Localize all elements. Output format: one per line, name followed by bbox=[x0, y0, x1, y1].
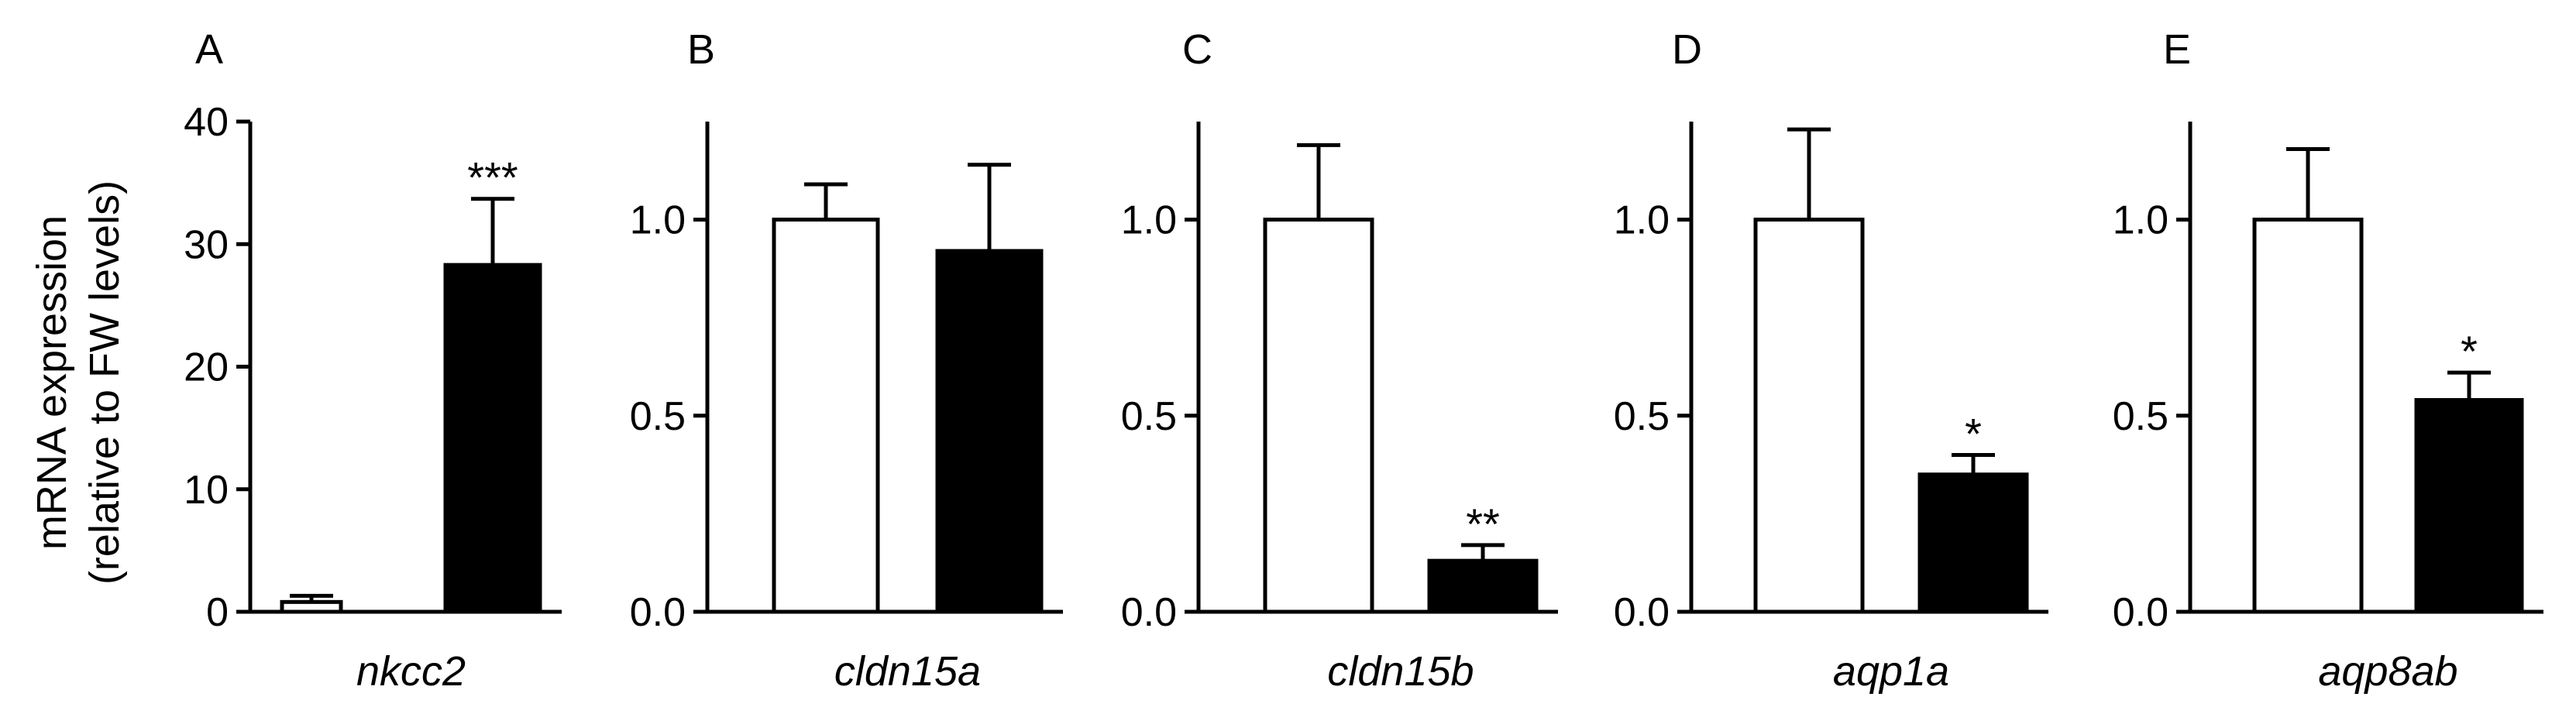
x-axis-label: aqp1a bbox=[1833, 648, 1949, 695]
x-axis-label: aqp8ab bbox=[2318, 648, 2457, 695]
y-tick-label: 1.0 bbox=[1614, 198, 1670, 243]
panel-letter: B bbox=[687, 26, 715, 73]
significance-marker: * bbox=[2461, 327, 2478, 376]
y-tick-label: 1.0 bbox=[2113, 198, 2168, 243]
bar-control bbox=[1753, 218, 1865, 614]
bar-treatment bbox=[2414, 398, 2524, 614]
bar-control bbox=[280, 599, 343, 614]
panel-letter: A bbox=[195, 26, 223, 73]
chart-panel-c: C 0.0 0.5 1.0 ** cldn15b bbox=[1121, 26, 1558, 695]
chart-panel-d: D 0.0 0.5 1.0 * aqp1a bbox=[1614, 26, 2048, 695]
panels: A010203040***nkcc2B0.00.51.0cldn15aC0.00… bbox=[184, 26, 2543, 695]
y-tick-label: 0.0 bbox=[1121, 590, 1177, 635]
y-tick-label: 0.0 bbox=[630, 590, 686, 635]
y-tick-label: 0.5 bbox=[2113, 394, 2168, 439]
y-tick-label: 0 bbox=[206, 590, 229, 635]
bar-treatment bbox=[1427, 558, 1539, 614]
significance-marker: ** bbox=[1466, 499, 1500, 548]
y-tick-label: 30 bbox=[184, 222, 229, 267]
significance-marker: * bbox=[1965, 409, 1982, 458]
bar-treatment bbox=[1917, 472, 2029, 614]
y-tick-label: 40 bbox=[184, 100, 229, 145]
significance-marker: *** bbox=[467, 153, 518, 202]
y-tick-label: 0.5 bbox=[1121, 394, 1177, 439]
bar-treatment bbox=[935, 249, 1044, 614]
y-axis-label-line1: mRNA expression bbox=[29, 215, 75, 550]
bar-control bbox=[772, 218, 880, 614]
x-axis-label: cldn15a bbox=[834, 648, 981, 695]
chart-panel-e: E 0.0 0.5 1.0 * aqp8ab bbox=[2113, 26, 2543, 695]
y-axis-label-line2: (relative to FW levels) bbox=[81, 180, 128, 585]
panel-letter: E bbox=[2163, 26, 2191, 73]
y-tick-label: 0.0 bbox=[2113, 590, 2168, 635]
bar-control bbox=[2252, 218, 2364, 614]
y-tick-label: 0.5 bbox=[630, 394, 686, 439]
y-tick-label: 0.0 bbox=[1614, 590, 1670, 635]
y-tick-label: 1.0 bbox=[630, 198, 686, 243]
chart-panel-a: A 0 10 20 30 40 *** nkcc2 bbox=[184, 26, 562, 695]
y-tick-label: 1.0 bbox=[1121, 198, 1177, 243]
y-tick-label: 10 bbox=[184, 468, 229, 513]
bar-control bbox=[1263, 218, 1374, 614]
y-tick-label: 0.5 bbox=[1614, 394, 1670, 439]
chart-panel-b: B 0.0 0.5 1.0 cldn15a bbox=[630, 26, 1063, 695]
bar-treatment bbox=[443, 263, 542, 614]
panel-letter: C bbox=[1182, 26, 1212, 73]
panel-letter: D bbox=[1672, 26, 1702, 73]
x-axis-label: cldn15b bbox=[1327, 648, 1474, 695]
y-tick-label: 20 bbox=[184, 345, 229, 390]
x-axis-label: nkcc2 bbox=[356, 648, 466, 695]
